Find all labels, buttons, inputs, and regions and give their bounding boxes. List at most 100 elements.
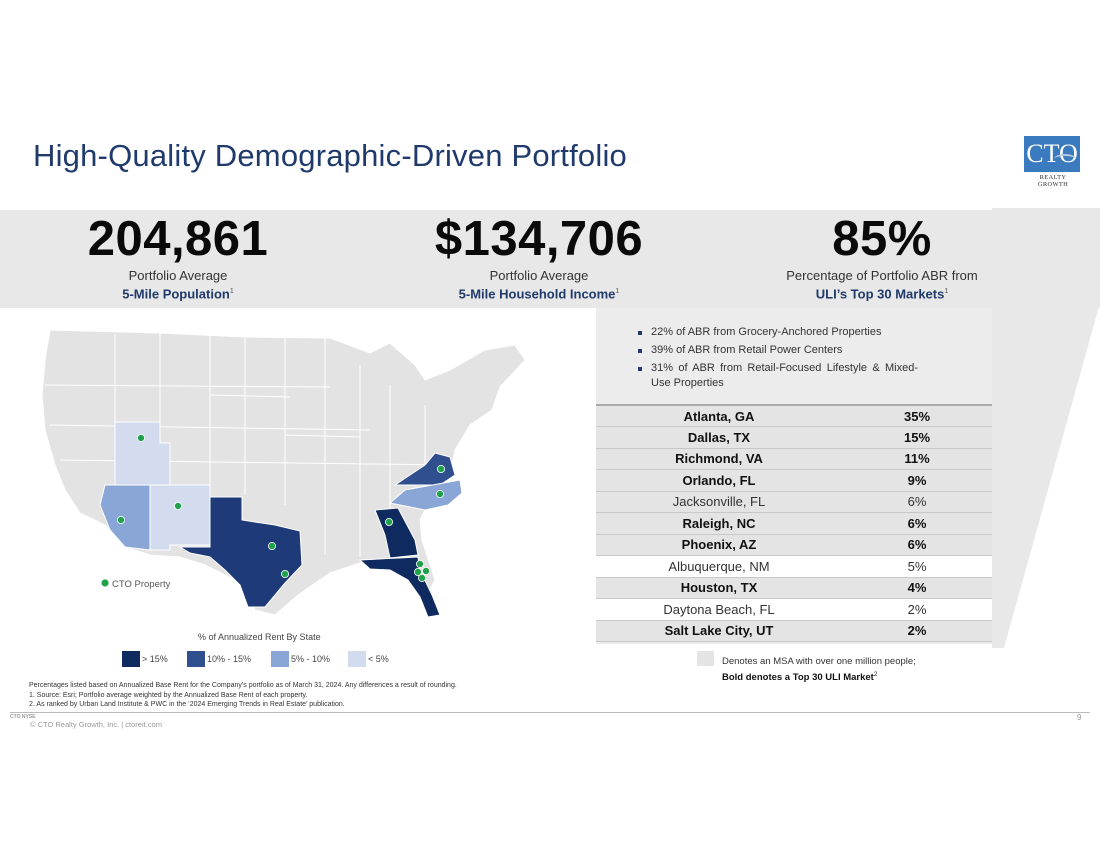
bullet-item: 22% of ABR from Grocery-Anchored Propert… (622, 325, 918, 340)
state-new-mexico (149, 484, 211, 551)
logo-main-text: CTO (1026, 139, 1078, 168)
legend-label: > 15% (142, 654, 168, 664)
market-name: Dallas, TX (596, 426, 842, 449)
footnote-ref: 1 (944, 288, 949, 295)
table-row: Phoenix, AZ 6% (596, 534, 992, 556)
footnote-ref: 1 (229, 288, 234, 295)
market-pct: 2% (842, 598, 992, 621)
cto-property-marker (117, 515, 126, 524)
cto-property-marker (173, 501, 182, 510)
table-row: Daytona Beach, FL 2% (596, 598, 992, 621)
stat-label: Portfolio Average (128, 268, 228, 283)
stat-value: $134,706 (434, 212, 644, 266)
table-row: Raleigh, NC 6% (596, 512, 992, 535)
stat-sublabel: 5-Mile Population1 (122, 286, 234, 302)
cto-property-markers (117, 434, 445, 582)
legend-swatch (187, 651, 205, 667)
footnote-ref: 2 (873, 672, 878, 678)
table-row: Richmond, VA 11% (596, 448, 992, 470)
legend-item-gt15: > 15% (122, 651, 168, 667)
footer-logo: CTO NYSE (10, 714, 36, 720)
logo-swoosh-icon (1054, 154, 1076, 164)
stat-sublabel: ULI’s Top 30 Markets1 (815, 286, 949, 302)
table-row: Atlanta, GA 35% (596, 404, 992, 427)
cto-property-marker (413, 567, 422, 576)
stat-label: Portfolio Average (489, 268, 589, 283)
footnote-ref: 1 (615, 288, 620, 295)
cto-property-marker (137, 434, 146, 443)
legend-label: 10% - 15% (207, 654, 252, 664)
cto-property-marker (435, 489, 444, 498)
footnote-2: 2. As ranked by Urban Land Institute & P… (29, 701, 345, 708)
market-pct: 2% (842, 620, 992, 642)
table-row: Albuquerque, NM 5% (596, 555, 992, 578)
table-row: Dallas, TX 15% (596, 426, 992, 449)
table-row: Salt Lake City, UT 2% (596, 620, 992, 642)
map-legend-title: % of Annualized Rent By State (198, 632, 321, 642)
stat-top30: 85% Percentage of Portfolio ABR from ULI… (770, 210, 994, 302)
legend-swatch (271, 651, 289, 667)
market-name: Salt Lake City, UT (596, 620, 842, 642)
market-name: Albuquerque, NM (596, 555, 842, 578)
table-row: Orlando, FL 9% (596, 469, 992, 492)
page-number: 9 (1077, 713, 1082, 722)
market-pct: 35% (842, 404, 992, 427)
logo-sub-text: REALTY GROWTH (1037, 174, 1069, 188)
market-pct: 6% (842, 491, 992, 513)
market-name: Houston, TX (596, 577, 842, 599)
legend-swatch (348, 651, 366, 667)
market-name: Jacksonville, FL (596, 491, 842, 513)
bullet-item: 39% of ABR from Retail Power Centers (622, 343, 918, 358)
cto-logo-mark: CTO (1024, 136, 1080, 172)
state-texas (178, 496, 303, 608)
cto-property-marker (280, 569, 289, 578)
market-pct: 6% (842, 534, 992, 556)
table-row: Jacksonville, FL 6% (596, 491, 992, 513)
cto-property-marker (384, 517, 393, 526)
market-pct: 15% (842, 426, 992, 449)
cto-property-label: CTO Property (112, 579, 171, 590)
market-pct: 5% (842, 555, 992, 578)
legend-item-10-15: 10% - 15% (187, 651, 251, 667)
footnote-1: 1. Source: Esri; Portfolio average weigh… (29, 692, 308, 699)
stat-value: 85% (832, 212, 932, 266)
table-row: Houston, TX 4% (596, 577, 992, 599)
market-name: Atlanta, GA (596, 404, 842, 427)
legend-label: < 5% (368, 654, 389, 664)
legend-item-lt5: < 5% (348, 651, 389, 667)
msa-legend-text: Denotes an MSA with over one million peo… (722, 656, 916, 667)
stat-income: $134,706 Portfolio Average 5-Mile Househ… (410, 210, 668, 302)
stat-label: Percentage of Portfolio ABR from (786, 268, 978, 283)
state-north-carolina (388, 479, 463, 511)
market-pct: 9% (842, 469, 992, 492)
cto-logo: CTO REALTY GROWTH (1024, 136, 1082, 188)
bullet-item: 31% of ABR from Retail-Focused Lifestyle… (622, 361, 918, 391)
market-name: Raleigh, NC (596, 512, 842, 535)
legend-item-5-10: 5% - 10% (271, 651, 330, 667)
msa-legend-swatch (697, 651, 714, 666)
footer-divider (10, 712, 1090, 713)
page-title: High-Quality Demographic-Driven Portfoli… (33, 138, 627, 173)
stats-band (0, 210, 1100, 308)
market-name: Richmond, VA (596, 448, 842, 470)
market-name: Phoenix, AZ (596, 534, 842, 556)
bold-legend-text: Bold denotes a Top 30 ULI Market2 (722, 672, 878, 684)
stat-value: 204,861 (87, 212, 269, 266)
market-pct: 4% (842, 577, 992, 599)
abr-bullet-list: 22% of ABR from Grocery-Anchored Propert… (622, 325, 918, 394)
cto-property-marker (436, 464, 445, 473)
decorative-wedge (992, 208, 1100, 648)
markets-table: Atlanta, GA 35% Dallas, TX 15% Richmond, VA 1… (596, 404, 992, 642)
market-name: Orlando, FL (596, 469, 842, 492)
cto-property-marker (267, 541, 276, 550)
market-pct: 11% (842, 448, 992, 470)
cto-property-legend-icon (100, 578, 110, 588)
us-map (41, 329, 526, 618)
legend-label: 5% - 10% (291, 654, 331, 664)
stat-sublabel: 5-Mile Household Income1 (458, 286, 620, 302)
legend-swatch (122, 651, 140, 667)
market-pct: 6% (842, 512, 992, 535)
cto-property-marker (421, 566, 430, 575)
cto-property-marker (415, 559, 424, 568)
market-name: Daytona Beach, FL (596, 598, 842, 621)
